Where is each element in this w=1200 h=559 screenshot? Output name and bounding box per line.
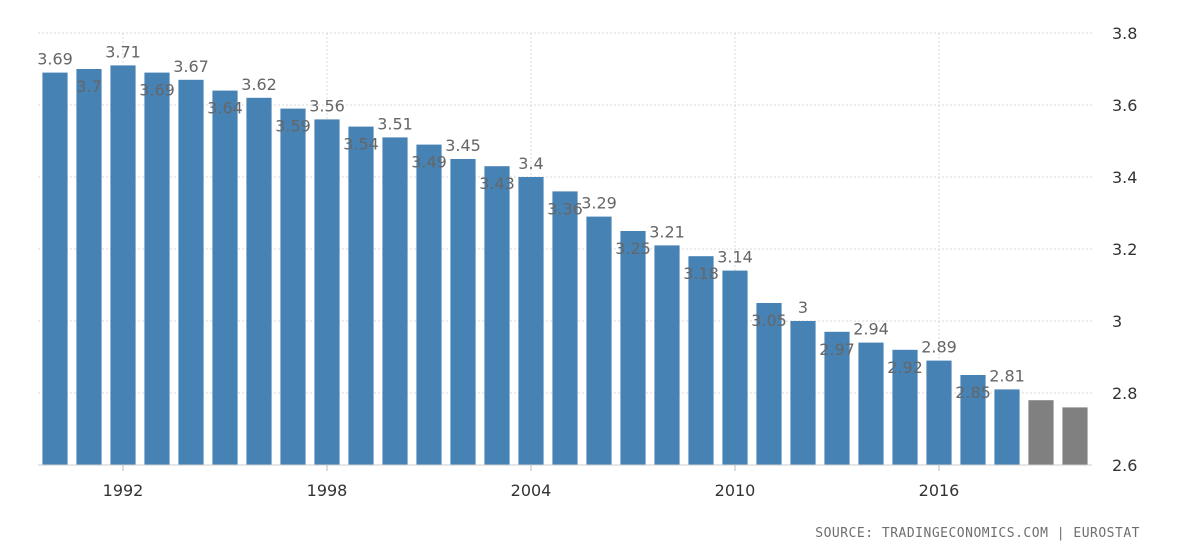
- data-label: 3.43: [479, 174, 515, 193]
- y-tick-label: 3.2: [1112, 240, 1137, 259]
- data-label: 3.29: [581, 194, 617, 213]
- data-bar: [416, 144, 442, 465]
- data-bar: [450, 159, 476, 465]
- data-bar: [994, 389, 1020, 465]
- data-label: 3: [798, 298, 808, 317]
- data-label: 3.51: [377, 114, 413, 133]
- data-label: 2.94: [853, 320, 889, 339]
- data-bar: [42, 72, 68, 465]
- x-tick-label: 1992: [103, 481, 144, 500]
- value-labels-group: 3.693.73.713.693.673.643.623.593.563.543…: [37, 42, 1025, 402]
- data-label: 3.4: [518, 154, 543, 173]
- y-tick-label: 2.8: [1112, 384, 1137, 403]
- data-label: 3.64: [207, 99, 243, 118]
- forecast-bar: [1062, 407, 1088, 465]
- data-bar: [824, 331, 850, 465]
- data-label: 3.49: [411, 153, 447, 172]
- data-bar: [144, 72, 170, 465]
- data-bar: [110, 65, 136, 466]
- data-bar: [280, 108, 306, 465]
- data-bar: [518, 177, 544, 465]
- data-bar: [348, 126, 374, 465]
- data-label: 2.92: [887, 358, 923, 377]
- data-bar: [586, 216, 612, 465]
- data-bar: [790, 321, 816, 465]
- data-label: 3.05: [751, 311, 787, 330]
- data-label: 3.14: [717, 248, 753, 267]
- data-bar: [688, 256, 714, 465]
- data-label: 3.21: [649, 222, 685, 241]
- data-label: 3.7: [76, 77, 101, 96]
- data-bar: [314, 119, 340, 466]
- bars-group: [42, 65, 1088, 466]
- data-label: 3.59: [275, 117, 311, 136]
- data-label: 3.69: [37, 50, 73, 69]
- data-bar: [178, 79, 204, 466]
- data-bar: [926, 360, 952, 465]
- data-label: 2.97: [819, 340, 855, 359]
- y-tick-label: 3.6: [1112, 96, 1137, 115]
- data-bar: [756, 303, 782, 465]
- x-tick-label: 2010: [715, 481, 756, 500]
- x-tick-label: 1998: [307, 481, 348, 500]
- data-label: 3.54: [343, 135, 379, 154]
- data-label: 3.45: [445, 136, 481, 155]
- data-label: 3.69: [139, 81, 175, 100]
- data-bar: [654, 245, 680, 465]
- x-axis: 1992 1998 2004 2010 2016: [38, 464, 1092, 500]
- x-tick-label: 2016: [919, 481, 960, 500]
- data-bar: [212, 90, 238, 465]
- data-bar: [246, 97, 272, 466]
- forecast-bar: [1028, 400, 1054, 465]
- data-label: 3.18: [683, 264, 719, 283]
- y-tick-label: 3.8: [1112, 24, 1137, 43]
- data-bar: [382, 137, 408, 465]
- y-tick-label: 3.4: [1112, 168, 1137, 187]
- y-tick-label: 2.6: [1112, 456, 1137, 475]
- data-label: 3.62: [241, 75, 277, 94]
- data-label: 3.25: [615, 239, 651, 258]
- data-bar: [484, 166, 510, 465]
- data-bar: [960, 375, 986, 465]
- data-label: 2.81: [989, 366, 1025, 385]
- data-bar: [858, 342, 884, 465]
- data-label: 3.71: [105, 42, 141, 61]
- data-bar: [722, 270, 748, 465]
- data-bar: [620, 231, 646, 465]
- data-label: 3.56: [309, 96, 345, 115]
- data-bar: [892, 349, 918, 465]
- data-label: 3.67: [173, 57, 209, 76]
- data-label: 3.36: [547, 199, 583, 218]
- x-tick-label: 2004: [511, 481, 552, 500]
- data-label: 2.85: [955, 383, 991, 402]
- data-label: 2.89: [921, 338, 957, 357]
- data-bar: [552, 191, 578, 465]
- y-axis: 2.6 2.8 3 3.2 3.4 3.6 3.8: [1112, 24, 1137, 475]
- y-tick-label: 3: [1112, 312, 1122, 331]
- data-bar: [76, 69, 102, 465]
- source-credit: SOURCE: TRADINGECONOMICS.COM | EUROSTAT: [815, 526, 1140, 541]
